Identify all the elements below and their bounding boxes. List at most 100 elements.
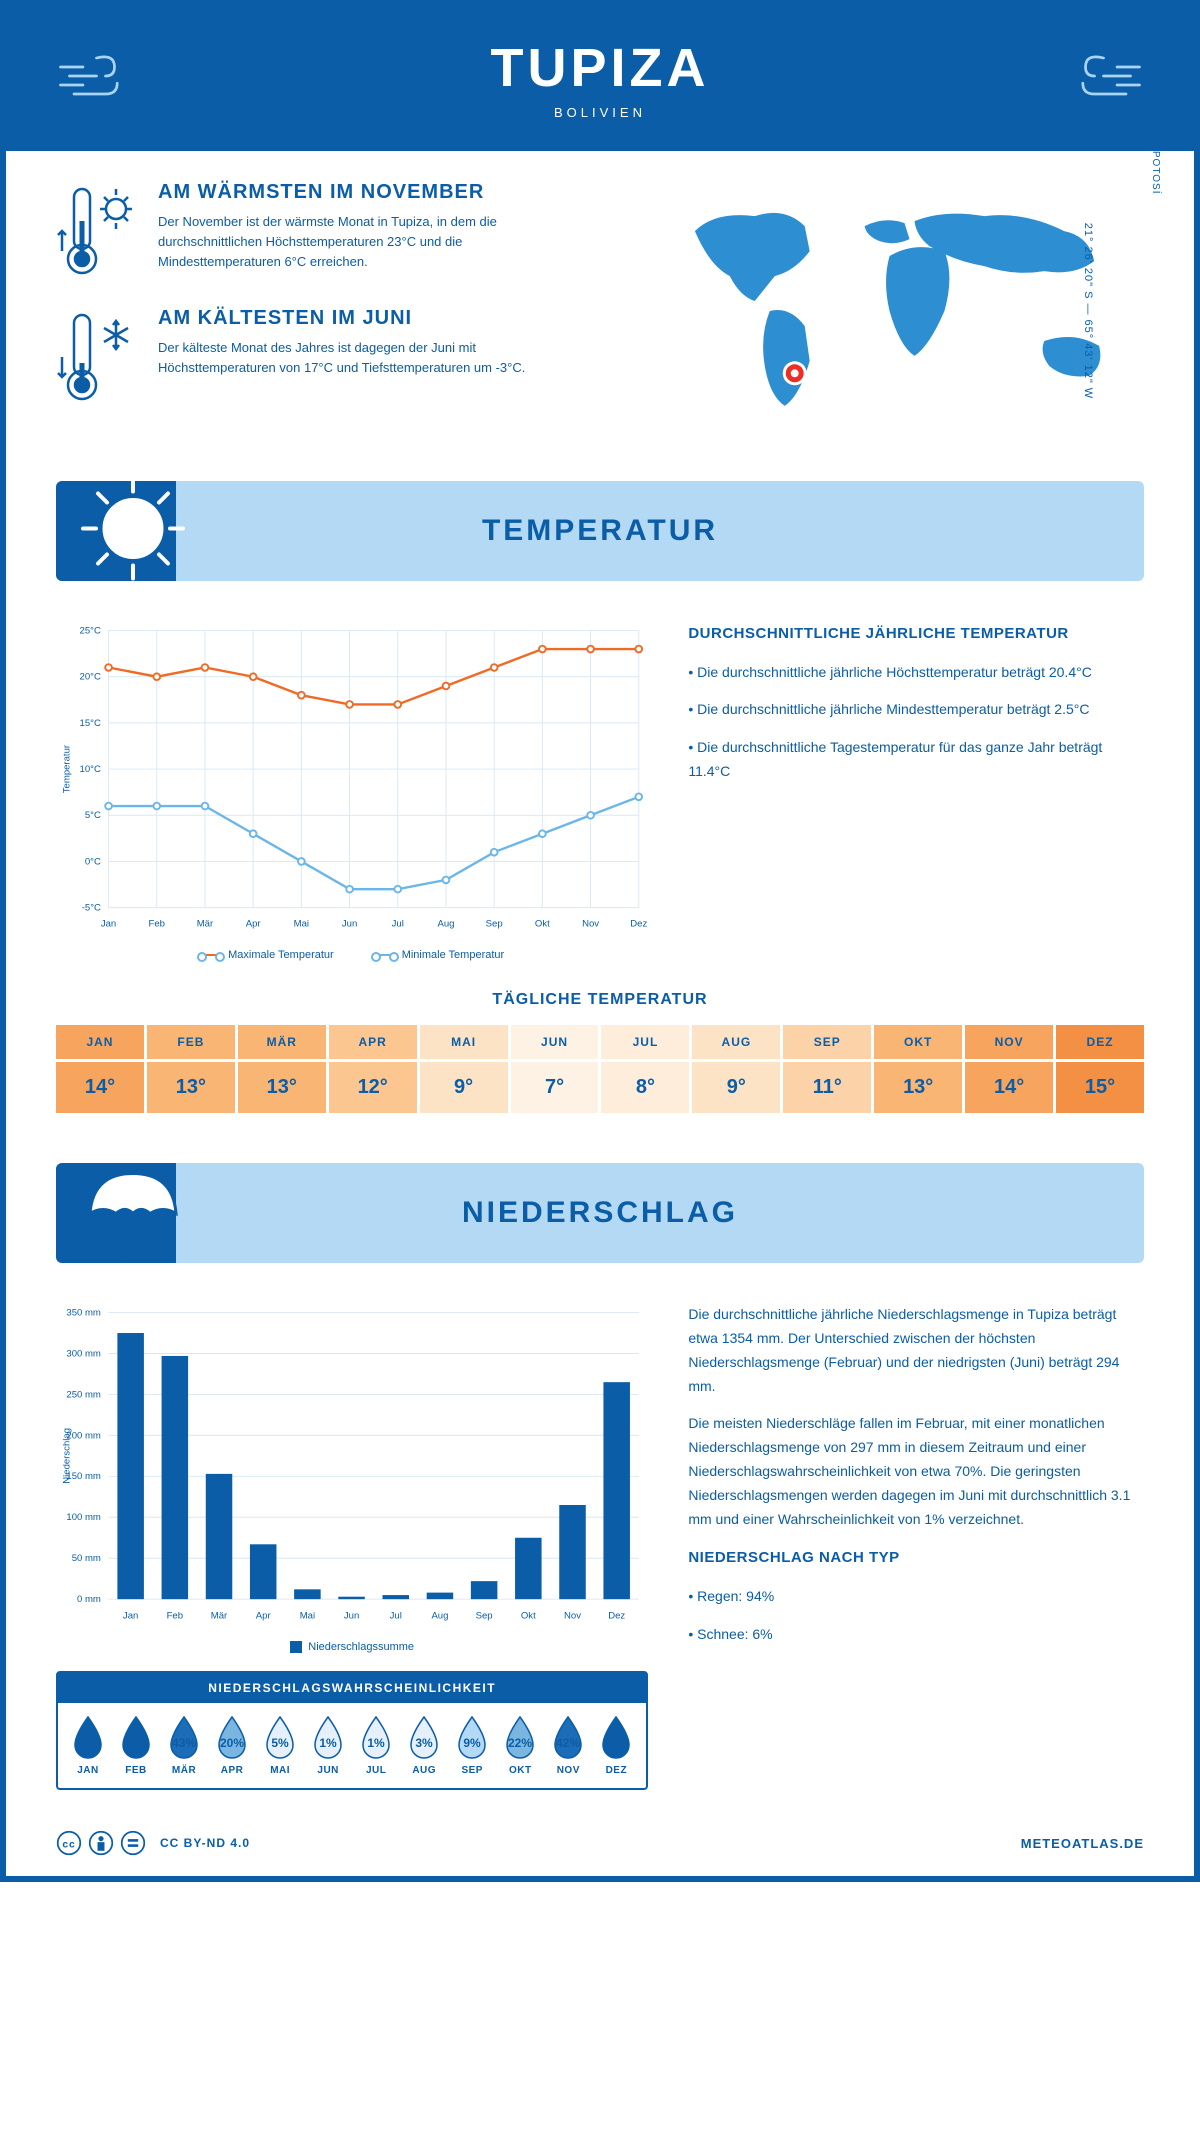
coords-label: 21° 26' 20" S — 65° 43' 12" W: [1082, 223, 1094, 399]
temp-bullet: • Die durchschnittliche jährliche Mindes…: [688, 698, 1144, 722]
svg-text:5%: 5%: [271, 1736, 289, 1750]
svg-text:Aug: Aug: [437, 919, 454, 930]
umbrella-icon: [78, 1156, 188, 1271]
temp-table-header: DEZ: [1056, 1025, 1144, 1059]
svg-text:0 mm: 0 mm: [77, 1594, 101, 1605]
svg-text:Sep: Sep: [476, 1611, 493, 1622]
svg-text:Nov: Nov: [564, 1611, 581, 1622]
temp-table-cell: 13°: [874, 1062, 962, 1113]
prob-drop: 1% JUL: [354, 1713, 398, 1776]
license-text: CC BY-ND 4.0: [160, 1836, 250, 1850]
svg-text:10°C: 10°C: [80, 764, 101, 775]
svg-text:Aug: Aug: [431, 1611, 448, 1622]
svg-text:Jan: Jan: [123, 1611, 138, 1622]
prob-drop: 1% JUN: [306, 1713, 350, 1776]
coldest-text: Der kälteste Monat des Jahres ist dagege…: [158, 338, 538, 378]
warmest-title: AM WÄRMSTEN IM NOVEMBER: [158, 181, 538, 204]
temp-table-header: FEB: [147, 1025, 235, 1059]
prob-drop: 5% MAI: [258, 1713, 302, 1776]
svg-text:Dez: Dez: [630, 919, 647, 930]
svg-text:250 mm: 250 mm: [66, 1390, 101, 1401]
svg-text:1%: 1%: [368, 1736, 386, 1750]
prob-drop: 70% FEB: [114, 1713, 158, 1776]
temp-table-cell: 15°: [1056, 1062, 1144, 1113]
temp-table-cell: 12°: [329, 1062, 417, 1113]
warmest-block: AM WÄRMSTEN IM NOVEMBER Der November ist…: [56, 181, 605, 281]
temp-table-header: JUN: [511, 1025, 599, 1059]
precip-type-title: NIEDERSCHLAG NACH TYP: [688, 1545, 1144, 1571]
svg-text:Jan: Jan: [101, 919, 116, 930]
svg-text:66%: 66%: [76, 1736, 100, 1750]
daily-temp-table: JANFEBMÄRAPRMAIJUNJULAUGSEPOKTNOVDEZ14°1…: [56, 1025, 1144, 1113]
svg-text:100 mm: 100 mm: [66, 1512, 101, 1523]
header: TUPIZA BOLIVIEN: [6, 6, 1194, 151]
svg-text:-5°C: -5°C: [82, 902, 101, 913]
svg-text:Feb: Feb: [149, 919, 165, 930]
precip-section-head: NIEDERSCHLAG: [56, 1163, 1144, 1263]
temp-table-cell: 8°: [601, 1062, 689, 1113]
svg-text:300 mm: 300 mm: [66, 1349, 101, 1360]
svg-text:50 mm: 50 mm: [72, 1553, 101, 1564]
temp-line-chart: -5°C0°C5°C10°C15°C20°C25°CJanFebMärAprMa…: [56, 621, 648, 961]
prob-drop: 66% JAN: [66, 1713, 110, 1776]
svg-text:Apr: Apr: [246, 919, 262, 930]
precip-section-title: NIEDERSCHLAG: [462, 1196, 738, 1230]
wind-icon: [1054, 36, 1144, 121]
svg-text:Sep: Sep: [486, 919, 503, 930]
warmest-text: Der November ist der wärmste Monat in Tu…: [158, 212, 538, 272]
svg-text:22%: 22%: [508, 1736, 532, 1750]
svg-text:Mai: Mai: [300, 1611, 315, 1622]
temp-table-cell: 14°: [965, 1062, 1053, 1113]
svg-text:Mär: Mär: [211, 1611, 228, 1622]
temp-bullet: • Die durchschnittliche jährliche Höchst…: [688, 661, 1144, 685]
temp-legend: .legend-sw::before,.legend-sw::after{bac…: [56, 949, 648, 961]
temp-table-cell: 13°: [238, 1062, 326, 1113]
temp-table-header: OKT: [874, 1025, 962, 1059]
location-marker: [783, 361, 807, 385]
svg-text:43%: 43%: [172, 1736, 196, 1750]
svg-text:Temperatur: Temperatur: [61, 744, 72, 793]
prob-drop: 61% DEZ: [594, 1713, 638, 1776]
svg-text:Jul: Jul: [392, 919, 404, 930]
info-row: AM WÄRMSTEN IM NOVEMBER Der November ist…: [56, 181, 1144, 441]
prob-drop: 42% NOV: [546, 1713, 590, 1776]
svg-text:3%: 3%: [416, 1736, 434, 1750]
temp-table-header: SEP: [783, 1025, 871, 1059]
nd-icon: [120, 1830, 146, 1856]
precip-side-text: Die durchschnittliche jährliche Niedersc…: [688, 1303, 1144, 1790]
license-block: cc CC BY-ND 4.0: [56, 1830, 250, 1856]
sun-icon: [78, 474, 188, 589]
legend-max: Maximale Temperatur: [228, 949, 334, 961]
coldest-block: AM KÄLTESTEN IM JUNI Der kälteste Monat …: [56, 307, 605, 407]
svg-text:Okt: Okt: [521, 1611, 536, 1622]
temp-table-header: NOV: [965, 1025, 1053, 1059]
precip-bar-chart: 0 mm50 mm100 mm150 mm200 mm250 mm300 mm3…: [56, 1303, 648, 1790]
coldest-title: AM KÄLTESTEN IM JUNI: [158, 307, 538, 330]
temp-table-header: MAI: [420, 1025, 508, 1059]
city-title: TUPIZA: [491, 37, 710, 99]
svg-text:Mär: Mär: [197, 919, 214, 930]
temp-table-cell: 9°: [420, 1062, 508, 1113]
svg-text:Jun: Jun: [342, 919, 357, 930]
svg-text:Jul: Jul: [390, 1611, 402, 1622]
svg-text:Mai: Mai: [294, 919, 309, 930]
temp-bullet: • Die durchschnittliche Tagestemperatur …: [688, 736, 1144, 784]
daily-temp-title: TÄGLICHE TEMPERATUR: [56, 991, 1144, 1009]
prob-drop: 9% SEP: [450, 1713, 494, 1776]
temp-table-cell: 13°: [147, 1062, 235, 1113]
svg-text:20°C: 20°C: [80, 672, 101, 683]
temp-side-text: DURCHSCHNITTLICHE JÄHRLICHE TEMPERATUR •…: [688, 621, 1144, 961]
svg-text:25°C: 25°C: [80, 625, 101, 636]
precip-prob-title: NIEDERSCHLAGSWAHRSCHEINLICHKEIT: [58, 1673, 646, 1703]
prob-drop: 20% APR: [210, 1713, 254, 1776]
temp-table-cell: 9°: [692, 1062, 780, 1113]
precip-type-bullet: • Regen: 94%: [688, 1585, 1144, 1609]
svg-text:Nov: Nov: [582, 919, 599, 930]
svg-text:42%: 42%: [556, 1736, 580, 1750]
map-block: POTOSÍ 21° 26' 20" S — 65° 43' 12" W: [645, 181, 1144, 441]
temp-section-head: TEMPERATUR: [56, 481, 1144, 581]
temp-table-header: APR: [329, 1025, 417, 1059]
region-label: POTOSÍ: [1151, 151, 1162, 195]
temp-table-header: JAN: [56, 1025, 144, 1059]
svg-text:1%: 1%: [319, 1736, 337, 1750]
